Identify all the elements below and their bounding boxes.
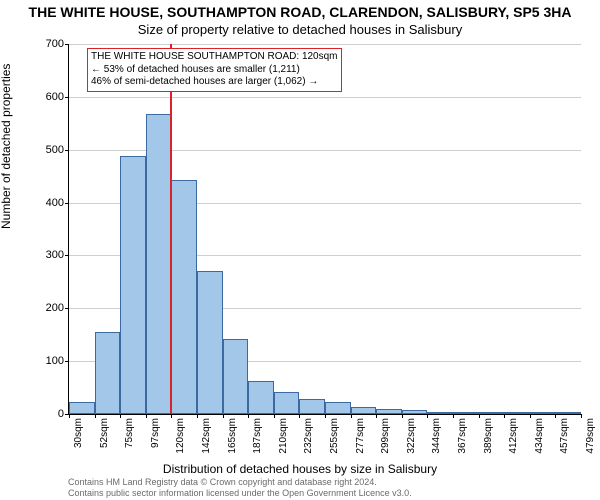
xtick-label: 367sqm [457,418,468,460]
ytick-label: 0 [34,408,64,420]
histogram-bar [376,409,402,414]
ytick-mark [65,150,69,151]
xtick-label: 210sqm [278,418,289,460]
xtick-label: 299sqm [380,418,391,460]
histogram-bar [299,399,325,414]
xtick-label: 97sqm [150,418,161,460]
xtick-mark [223,414,224,418]
histogram-bar [530,412,556,414]
histogram-bar [555,412,581,414]
xtick-label: 322sqm [406,418,417,460]
ytick-mark [65,255,69,256]
histogram-bar [69,402,95,414]
ytick-label: 700 [34,38,64,50]
xtick-label: 120sqm [175,418,186,460]
xtick-mark [581,414,582,418]
histogram-bar [274,392,300,414]
chart-container: THE WHITE HOUSE, SOUTHAMPTON ROAD, CLARE… [0,0,600,500]
histogram-bar [146,114,172,414]
annotation-box: THE WHITE HOUSE SOUTHAMPTON ROAD: 120sqm… [87,48,342,92]
histogram-bar [504,412,530,414]
histogram-bar [248,381,274,414]
xtick-mark [299,414,300,418]
xtick-mark [530,414,531,418]
xtick-label: 255sqm [329,418,340,460]
x-axis-label: Distribution of detached houses by size … [0,462,600,476]
ytick-label: 600 [34,91,64,103]
histogram-bar [453,412,479,414]
xtick-label: 344sqm [431,418,442,460]
ytick-label: 100 [34,355,64,367]
chart-title-sub: Size of property relative to detached ho… [0,22,600,37]
xtick-mark [453,414,454,418]
y-axis-label: Number of detached properties [0,64,13,229]
xtick-mark [95,414,96,418]
histogram-bar [325,402,351,414]
xtick-label: 142sqm [201,418,212,460]
histogram-bar [197,271,223,414]
annotation-line-2: ← 53% of detached houses are smaller (1,… [91,64,300,75]
footer-line-2: Contains public sector information licen… [68,488,412,498]
xtick-mark [69,414,70,418]
histogram-bar [479,412,505,414]
ytick-mark [65,97,69,98]
ytick-mark [65,308,69,309]
histogram-bar [427,412,453,414]
histogram-bar [120,156,146,414]
xtick-mark [325,414,326,418]
gridline [69,97,581,98]
histogram-bar [171,180,197,414]
xtick-label: 479sqm [585,418,596,460]
chart-title-main: THE WHITE HOUSE, SOUTHAMPTON ROAD, CLARE… [0,4,600,20]
ytick-label: 300 [34,249,64,261]
xtick-label: 232sqm [303,418,314,460]
xtick-mark [248,414,249,418]
gridline [69,44,581,45]
xtick-label: 75sqm [124,418,135,460]
histogram-bar [402,410,428,414]
xtick-mark [171,414,172,418]
annotation-line-3: 46% of semi-detached houses are larger (… [91,76,318,87]
footer-line-1: Contains HM Land Registry data © Crown c… [68,477,377,487]
xtick-label: 30sqm [73,418,84,460]
xtick-mark [351,414,352,418]
xtick-mark [402,414,403,418]
plot-area: 30sqm52sqm75sqm97sqm120sqm142sqm165sqm18… [68,44,581,415]
xtick-mark [427,414,428,418]
xtick-label: 389sqm [483,418,494,460]
ytick-label: 400 [34,197,64,209]
histogram-bar [95,332,121,414]
xtick-label: 187sqm [252,418,263,460]
xtick-label: 412sqm [508,418,519,460]
xtick-mark [376,414,377,418]
annotation-line-1: THE WHITE HOUSE SOUTHAMPTON ROAD: 120sqm [91,51,338,62]
ytick-label: 200 [34,302,64,314]
xtick-mark [555,414,556,418]
ytick-mark [65,203,69,204]
xtick-mark [274,414,275,418]
histogram-bar [223,339,249,414]
xtick-label: 52sqm [99,418,110,460]
xtick-label: 434sqm [534,418,545,460]
xtick-mark [120,414,121,418]
ytick-mark [65,44,69,45]
ytick-label: 500 [34,144,64,156]
xtick-mark [146,414,147,418]
xtick-mark [504,414,505,418]
marker-line [170,44,172,414]
histogram-bar [351,407,377,414]
xtick-mark [197,414,198,418]
xtick-label: 277sqm [355,418,366,460]
xtick-mark [479,414,480,418]
xtick-label: 457sqm [559,418,570,460]
xtick-label: 165sqm [227,418,238,460]
footer-attribution: Contains HM Land Registry data © Crown c… [68,477,590,498]
ytick-mark [65,361,69,362]
